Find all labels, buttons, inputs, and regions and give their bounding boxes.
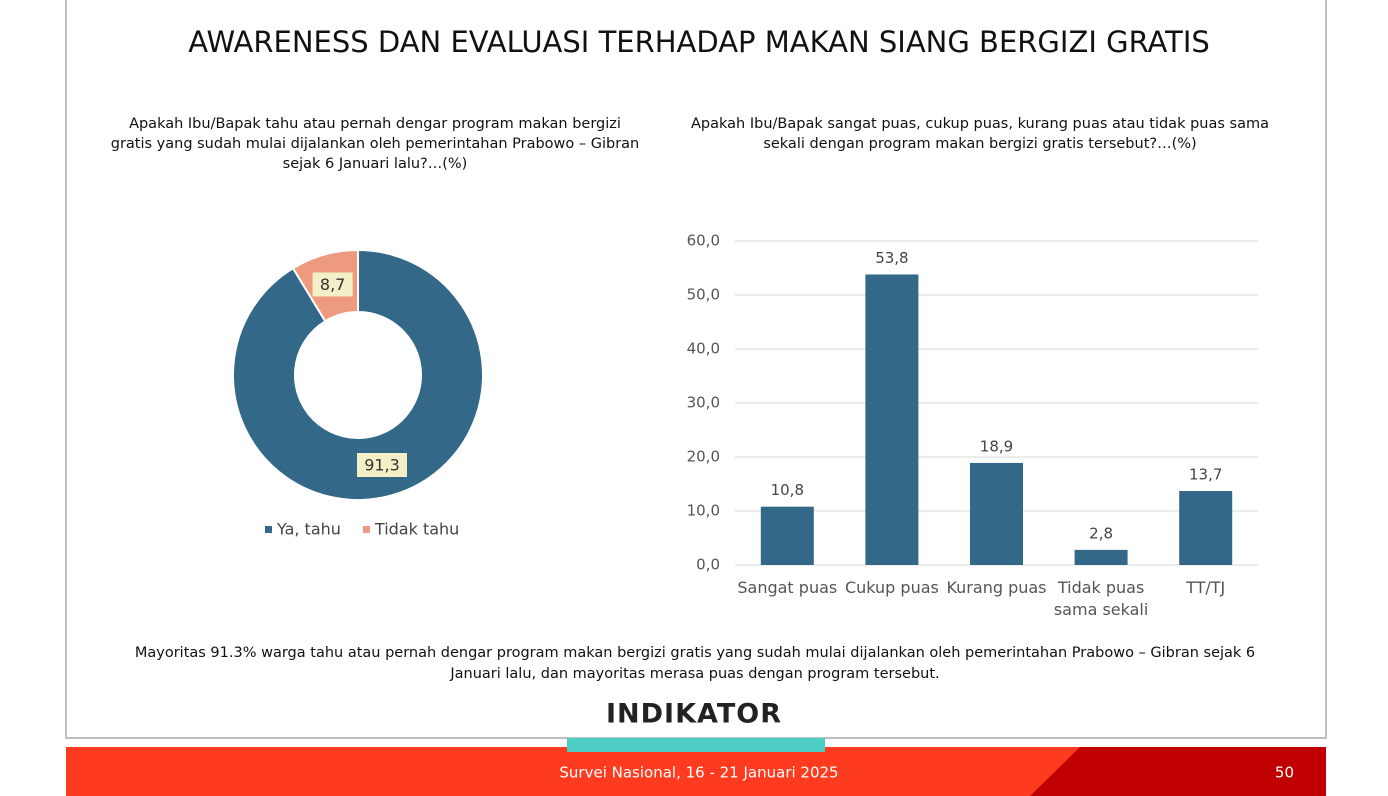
bar [1179,491,1233,565]
y-tick-label: 20,0 [687,448,720,466]
footer-text: Survei Nasional, 16 - 21 Januari 2025 [559,764,838,782]
page-number: 50 [1275,764,1294,782]
value-label: 2,8 [1089,524,1113,542]
bar [760,506,814,565]
x-tick-label: Tidak puas sama sekali [1053,578,1149,619]
y-tick-label: 50,0 [687,286,720,304]
bar [1074,549,1128,565]
logo-bar [567,738,825,752]
bar [865,274,919,565]
label-box [312,272,353,297]
value-label: 8,7 [320,275,345,294]
value-label: 91,3 [364,456,400,475]
logo: INDIKATOR [606,699,782,730]
y-tick-label: 10,0 [687,502,720,520]
footer-accent [1030,747,1326,796]
x-tick-label: Sangat puas [737,578,838,597]
label-box [357,453,407,477]
value-label: 53,8 [875,249,908,267]
x-tick-label: TT/TJ [1186,578,1226,597]
legend-label: Tidak tahu [374,520,459,539]
y-tick-label: 30,0 [687,394,720,412]
legend-swatch [362,526,370,533]
bar [970,462,1023,565]
x-tick-label: Cukup puas [844,578,939,597]
bar-title: Apakah Ibu/Bapak sangat puas, cukup puas… [691,116,1269,152]
note: Mayoritas 91.3% warga tahu atau pernah d… [134,645,1256,682]
donut-title: Apakah Ibu/Bapak tahu atau pernah dengar… [110,116,640,172]
value-label: 13,7 [1189,466,1222,484]
x-tick-label: Kurang puas [946,578,1047,597]
donut-slice [232,248,484,501]
slide-title: AWARENESS DAN EVALUASI TERHADAP MAKAN SI… [188,25,1210,59]
value-label: 18,9 [980,437,1013,455]
legend-swatch [265,526,272,533]
y-tick-label: 40,0 [687,340,720,358]
legend-label: Ya, tahu [276,520,341,539]
y-tick-label: 60,0 [687,232,720,250]
y-tick-label: 0,0 [696,556,720,574]
value-label: 10,8 [771,481,804,499]
